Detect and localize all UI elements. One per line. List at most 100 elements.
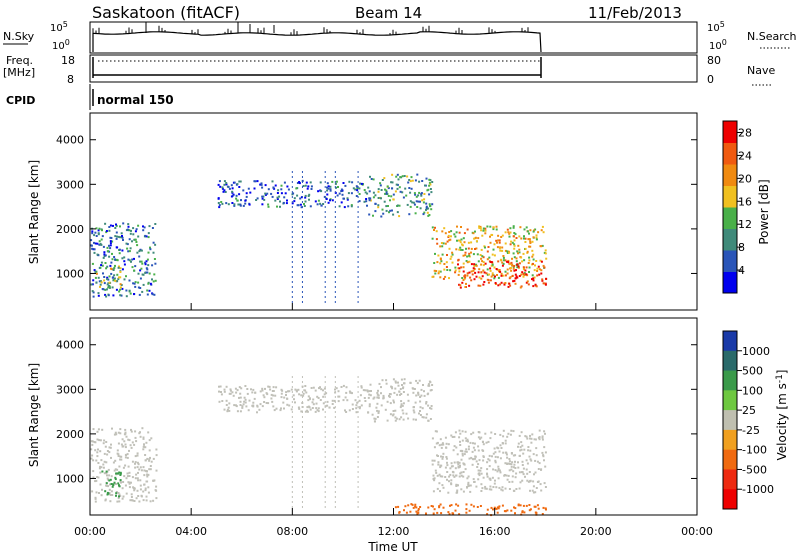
data-cell: [488, 459, 491, 462]
data-cell: [118, 484, 120, 487]
data-cell: [111, 258, 114, 261]
data-cell: [94, 449, 97, 452]
data-cell: [126, 475, 129, 478]
data-cell: [454, 431, 457, 434]
data-cell: [475, 264, 478, 267]
data-cell: [283, 181, 286, 184]
data-cell: [366, 390, 369, 393]
data-cell: [541, 278, 544, 281]
data-cell: [261, 203, 264, 206]
data-cell: [532, 258, 535, 261]
data-cell: [535, 454, 538, 457]
data-cell: [146, 473, 149, 476]
data-cell: [90, 283, 93, 286]
data-cell: [439, 262, 442, 265]
colorbar-tick-label: 500: [742, 365, 763, 378]
data-cell: [419, 396, 422, 398]
data-cell: [536, 481, 539, 483]
data-cell: [539, 259, 542, 262]
data-cell: [458, 436, 461, 439]
colorbar-tick-label: -100: [742, 444, 767, 457]
data-cell: [470, 270, 473, 273]
data-cell: [119, 432, 122, 435]
nave-label: Nave: [747, 64, 775, 77]
data-cell: [454, 271, 457, 274]
data-cell: [117, 482, 120, 485]
data-cell: [337, 395, 340, 398]
data-cell: [501, 261, 504, 264]
data-cell: [460, 238, 463, 241]
data-cell: [137, 479, 140, 482]
data-cell: [337, 186, 339, 188]
data-cell: [92, 428, 95, 431]
data-cell: [500, 272, 503, 275]
data-cell: [427, 404, 430, 407]
data-cell: [107, 282, 110, 285]
data-cell: [239, 404, 242, 406]
data-cell: [317, 407, 320, 410]
data-cell: [94, 497, 97, 500]
data-cell: [475, 240, 478, 243]
cpid-value: normal 150: [97, 93, 174, 107]
data-cell: [136, 461, 139, 464]
data-cell: [265, 392, 268, 395]
data-cell: [522, 275, 525, 278]
data-cell: [475, 485, 478, 488]
data-cell: [498, 486, 501, 489]
data-cell: [472, 505, 475, 508]
data-cell: [149, 282, 152, 285]
data-cell: [103, 276, 106, 278]
data-cell: [483, 281, 486, 283]
data-cell: [221, 202, 224, 205]
data-cell: [425, 401, 428, 403]
data-cell: [303, 203, 305, 205]
data-cell: [231, 190, 234, 193]
data-cell: [430, 407, 433, 410]
data-cell: [382, 396, 385, 399]
data-cell: [392, 193, 395, 196]
data-cell: [515, 269, 517, 272]
velocity-ylabel: Slant Range [km]: [27, 363, 41, 467]
colorbar-segment: [723, 390, 737, 411]
data-cell: [496, 246, 499, 249]
data-cell: [511, 257, 513, 260]
data-cell: [134, 238, 137, 241]
data-cell: [110, 272, 113, 275]
data-cell: [527, 238, 530, 241]
data-cell: [500, 447, 503, 449]
data-cell: [432, 474, 435, 477]
data-cell: [104, 254, 107, 257]
data-cell: [304, 184, 307, 187]
data-cell: [376, 409, 379, 412]
data-cell: [436, 511, 439, 514]
data-cell: [276, 196, 279, 199]
data-cell: [239, 396, 242, 399]
data-cell: [320, 204, 323, 207]
data-cell: [499, 249, 502, 252]
data-cell: [369, 383, 372, 386]
data-cell: [532, 262, 534, 265]
data-cell: [466, 477, 469, 480]
data-cell: [105, 231, 108, 234]
data-cell: [402, 418, 405, 421]
data-cell: [122, 239, 124, 241]
data-cell: [494, 451, 497, 454]
data-cell: [381, 179, 384, 181]
data-cell: [125, 435, 128, 438]
data-cell: [542, 231, 545, 234]
data-cell: [114, 459, 117, 462]
data-cell: [468, 254, 471, 257]
data-cell: [146, 258, 149, 261]
data-cell: [517, 244, 520, 247]
data-cell: [404, 505, 407, 508]
data-cell: [129, 499, 132, 502]
data-cell: [154, 262, 157, 265]
data-cell: [138, 500, 141, 503]
data-cell: [109, 478, 112, 481]
data-cell: [450, 504, 453, 507]
data-cell: [364, 389, 367, 392]
data-cell: [431, 459, 434, 462]
data-cell: [231, 202, 234, 204]
data-cell: [239, 203, 242, 206]
data-cell: [486, 475, 489, 478]
